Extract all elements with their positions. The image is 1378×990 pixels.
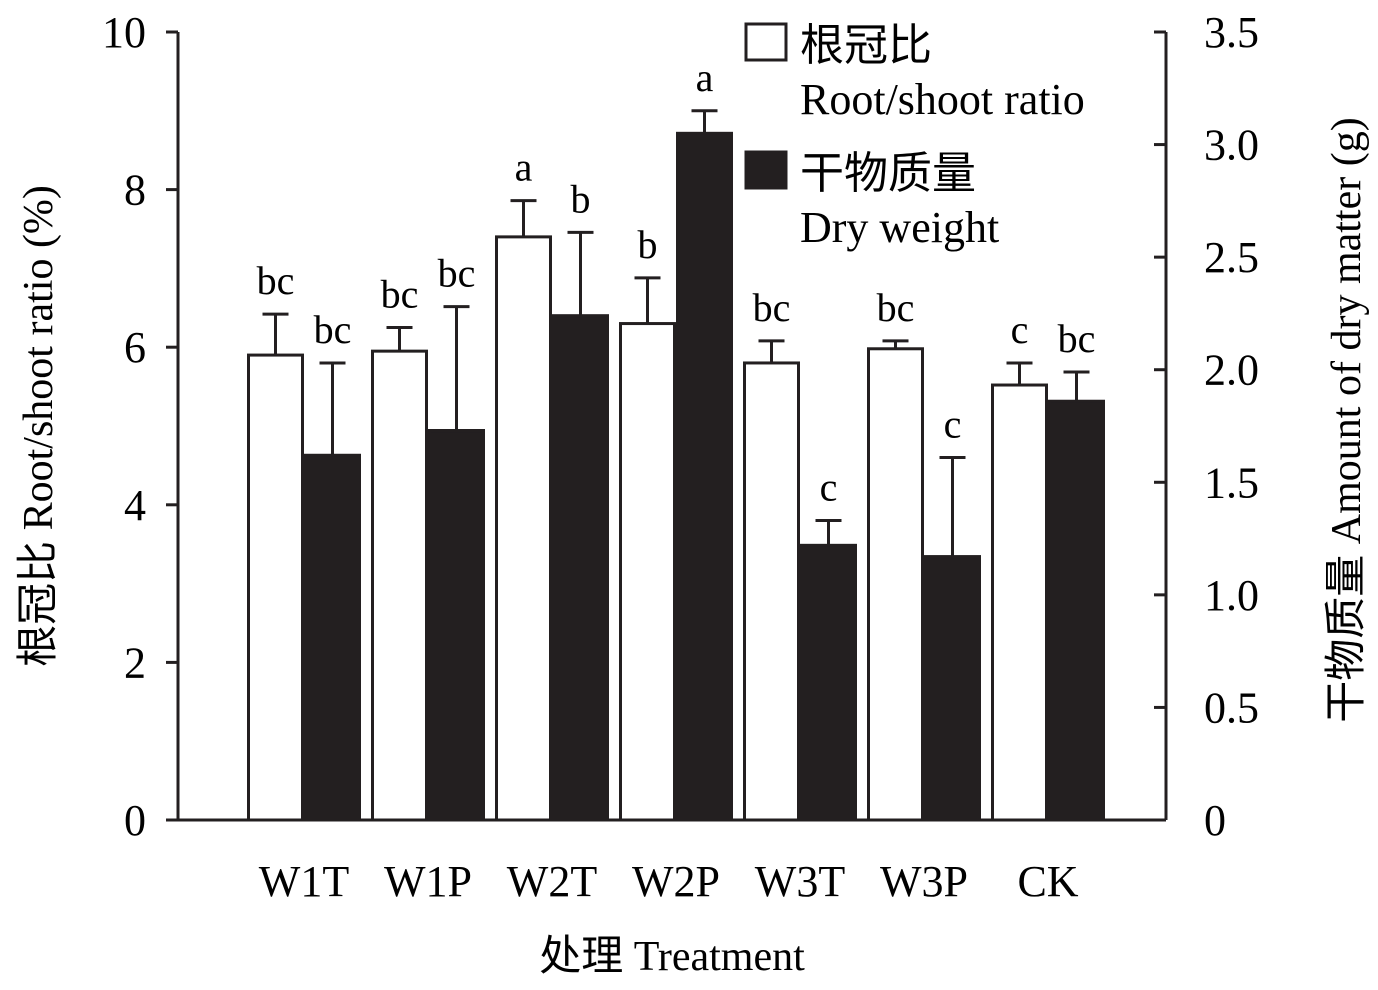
- significance-label: bc: [877, 285, 915, 330]
- left-tick-label: 2: [124, 638, 146, 687]
- x-tick-label: W1P: [384, 857, 472, 906]
- bar-dry-weight: [304, 453, 361, 822]
- significance-label: a: [696, 55, 714, 100]
- legend-label: Root/shoot ratio: [800, 75, 1085, 124]
- left-tick-label: 4: [124, 481, 146, 530]
- legend-swatch-dry-weight: [744, 150, 788, 190]
- bar-root-shoot-ratio: [991, 383, 1048, 822]
- x-tick-label: W3P: [880, 857, 968, 906]
- significance-label: b: [571, 176, 591, 221]
- bar-root-shoot-ratio: [495, 235, 552, 822]
- bar-root-shoot-ratio: [743, 361, 800, 822]
- right-axis-title: 干物质量 Amount of dry matter (g): [1324, 117, 1370, 722]
- x-tick-label: W3T: [755, 857, 846, 906]
- significance-label: c: [820, 465, 838, 510]
- axes-layer: 0 2 4 6 8 10 0 0.5 1.0 1.5 2.0 2.5 3.0 3.5 W1T W1P W2T W2…: [16, 8, 1370, 980]
- bar-root-shoot-ratio: [867, 347, 924, 822]
- significance-label: bc: [314, 307, 352, 352]
- significance-label: bc: [381, 272, 419, 317]
- bar-root-shoot-ratio: [247, 353, 304, 822]
- right-tick-label: 2.5: [1204, 233, 1259, 282]
- significance-label: bc: [1058, 316, 1096, 361]
- right-tick-label: 0.5: [1204, 683, 1259, 732]
- right-tick-label: 1.0: [1204, 571, 1259, 620]
- significance-label: bc: [257, 258, 295, 303]
- x-axis-title: 处理 Treatment: [539, 934, 805, 980]
- bar-dry-weight: [552, 314, 609, 822]
- right-tick-label: 3.5: [1204, 8, 1259, 57]
- right-tick-label: 1.5: [1204, 458, 1259, 507]
- x-tick-label: W2P: [632, 857, 720, 906]
- significance-label: c: [1011, 307, 1029, 352]
- legend-swatch-root-shoot-ratio: [744, 22, 788, 62]
- legend: 根冠比 Root/shoot ratio 干物质量 Dry weight: [744, 21, 1085, 252]
- x-tick-label: CK: [1017, 857, 1078, 906]
- bar-dry-weight: [800, 543, 857, 822]
- legend-label: 根冠比: [800, 21, 932, 70]
- significance-label: c: [944, 402, 962, 447]
- significance-label: bc: [438, 251, 476, 296]
- significance-label: bc: [753, 285, 791, 330]
- bar-root-shoot-ratio: [371, 349, 428, 822]
- bar-dry-weight: [924, 555, 981, 822]
- legend-label: 干物质量: [800, 149, 976, 198]
- left-axis-title: 根冠比 Root/shoot ratio (%): [16, 185, 62, 667]
- right-tick-label: 2.0: [1204, 346, 1259, 395]
- right-tick-label: 3.0: [1204, 121, 1259, 170]
- bar-dry-weight: [676, 131, 733, 822]
- x-tick-label: W1T: [259, 857, 350, 906]
- left-tick-label: 0: [124, 796, 146, 845]
- left-tick-label: 8: [124, 166, 146, 215]
- x-tick-label: W2T: [507, 857, 598, 906]
- bar-root-shoot-ratio: [619, 322, 676, 822]
- significance-label: b: [638, 222, 658, 267]
- left-tick-label: 6: [124, 323, 146, 372]
- bar-dry-weight: [428, 429, 485, 822]
- right-tick-label: 0: [1204, 796, 1226, 845]
- bar-dry-weight: [1048, 399, 1105, 822]
- left-tick-label: 10: [102, 8, 146, 57]
- significance-label: a: [515, 145, 533, 190]
- legend-label: Dry weight: [800, 203, 999, 252]
